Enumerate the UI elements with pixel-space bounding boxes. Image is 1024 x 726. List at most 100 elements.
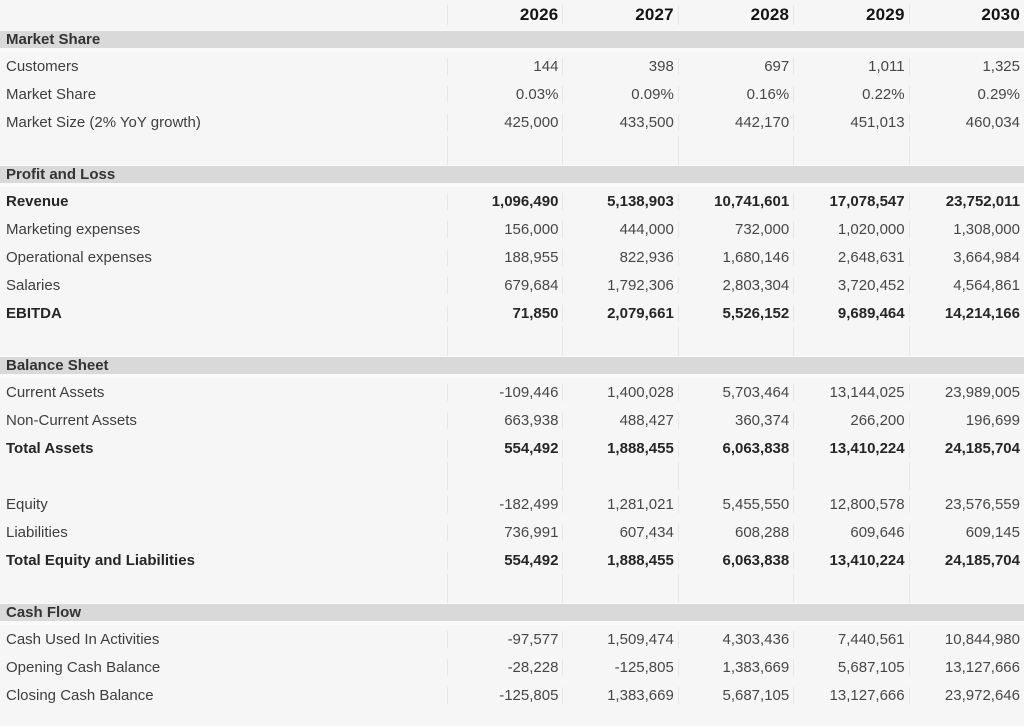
value-cell: 451,013 [793, 113, 908, 131]
value-cell: 266,200 [793, 411, 908, 429]
table-row: Cash Used In Activities -97,577 1,509,474 4… [0, 625, 1024, 653]
gap-cell [562, 327, 677, 356]
value-cell: 13,410,224 [793, 551, 908, 569]
section-title: Balance Sheet [6, 357, 109, 374]
gap-cell [908, 327, 1024, 356]
value-cell: 554,492 [447, 551, 562, 569]
table-row: Market Share 0.03% 0.09% 0.16% 0.22% 0.29% [0, 80, 1024, 108]
table-row: Market Size (2% YoY growth) 425,000 433,50… [0, 108, 1024, 136]
value-cell: 5,526,152 [677, 304, 793, 322]
value-cell: 5,703,464 [677, 383, 793, 401]
value-cell: -125,805 [447, 686, 562, 704]
gap-cell [0, 574, 447, 603]
value-cell: 23,752,011 [908, 192, 1024, 210]
section-gap [0, 574, 1024, 603]
table-row: Operational expenses 188,955 822,936 1,680,… [0, 243, 1024, 271]
value-cell: 9,689,464 [793, 304, 908, 322]
row-label: Revenue [6, 192, 69, 210]
value-cell: 10,741,601 [677, 192, 793, 210]
value-cell: 488,427 [562, 411, 677, 429]
section-gap [0, 327, 1024, 356]
row-label: Customers [6, 57, 79, 75]
value-cell: 71,850 [447, 304, 562, 322]
row-label: Opening Cash Balance [6, 658, 161, 676]
gap-cell [677, 462, 793, 490]
year-column-header: 2028 [677, 5, 793, 25]
value-cell: -109,446 [447, 383, 562, 401]
row-label: Marketing expenses [6, 220, 141, 238]
value-cell: 196,699 [908, 411, 1024, 429]
table-row: Salaries 679,684 1,792,306 2,803,304 3,720,4… [0, 271, 1024, 299]
value-cell: 144 [447, 57, 562, 75]
value-cell: 17,078,547 [793, 192, 908, 210]
section-header-row: Balance Sheet [0, 356, 1024, 378]
section-gap [0, 136, 1024, 165]
value-cell: 12,800,578 [793, 495, 908, 513]
value-cell: 2,803,304 [677, 276, 793, 294]
value-cell: 442,170 [677, 113, 793, 131]
value-cell: 5,687,105 [677, 686, 793, 704]
row-label: Total Equity and Liabilities [6, 551, 195, 569]
value-cell: 0.09% [562, 85, 677, 103]
value-cell: 679,684 [447, 276, 562, 294]
value-cell: 1,281,021 [562, 495, 677, 513]
year-column-header: 2030 [908, 5, 1024, 25]
value-cell: 1,308,000 [908, 220, 1024, 238]
column-header-row: 2026 2027 2028 2029 2030 [0, 0, 1024, 30]
section-title: Profit and Loss [6, 166, 116, 183]
row-label: Salaries [6, 276, 61, 294]
gap-cell [793, 462, 908, 490]
table-row: Closing Cash Balance -125,805 1,383,669 5,6… [0, 681, 1024, 709]
gap-cell [0, 136, 447, 165]
value-cell: 23,972,646 [908, 686, 1024, 704]
value-cell: 10,844,980 [908, 630, 1024, 648]
gap-cell [793, 136, 908, 165]
gap-cell [908, 136, 1024, 165]
value-cell: -28,228 [447, 658, 562, 676]
table-row: Total Assets 554,492 1,888,455 6,063,838 13,… [0, 434, 1024, 462]
value-cell: 24,185,704 [908, 439, 1024, 457]
row-label: Non-Current Assets [6, 411, 137, 429]
gap-cell [447, 574, 562, 603]
gap-cell [793, 327, 908, 356]
value-cell: 23,576,559 [908, 495, 1024, 513]
value-cell: 4,303,436 [677, 630, 793, 648]
table-row: Opening Cash Balance -28,228 -125,805 1,383… [0, 653, 1024, 681]
section-header-row: Cash Flow [0, 603, 1024, 625]
gap-cell [677, 327, 793, 356]
value-cell: 0.03% [447, 85, 562, 103]
row-label: Market Size (2% YoY growth) [6, 113, 201, 131]
gap-cell [677, 574, 793, 603]
value-cell: 736,991 [447, 523, 562, 541]
gap-cell [447, 327, 562, 356]
section-header-row: Market Share [0, 30, 1024, 52]
value-cell: 1,383,669 [562, 686, 677, 704]
row-label: Operational expenses [6, 248, 152, 266]
value-cell: 5,687,105 [793, 658, 908, 676]
row-label: Total Assets [6, 439, 94, 457]
value-cell: 1,888,455 [562, 551, 677, 569]
row-label: EBITDA [6, 304, 62, 322]
gap-cell [447, 462, 562, 490]
row-label: Closing Cash Balance [6, 686, 154, 704]
gap-cell [562, 462, 677, 490]
value-cell: 732,000 [677, 220, 793, 238]
value-cell: 1,096,490 [447, 192, 562, 210]
value-cell: 1,888,455 [562, 439, 677, 457]
table-row: Total Equity and Liabilities 554,492 1,888… [0, 546, 1024, 574]
value-cell: 156,000 [447, 220, 562, 238]
table-row: Non-Current Assets 663,938 488,427 360,374 2… [0, 406, 1024, 434]
value-cell: -182,499 [447, 495, 562, 513]
value-cell: 0.29% [908, 85, 1024, 103]
value-cell: -97,577 [447, 630, 562, 648]
value-cell: 3,664,984 [908, 248, 1024, 266]
row-label: Cash Used In Activities [6, 630, 160, 648]
value-cell: 433,500 [562, 113, 677, 131]
value-cell: 2,079,661 [562, 304, 677, 322]
section-title: Cash Flow [6, 604, 82, 621]
value-cell: 608,288 [677, 523, 793, 541]
value-cell: 5,138,903 [562, 192, 677, 210]
table-row: Revenue 1,096,490 5,138,903 10,741,601 17,07… [0, 187, 1024, 215]
value-cell: 24,185,704 [908, 551, 1024, 569]
value-cell: 1,383,669 [677, 658, 793, 676]
